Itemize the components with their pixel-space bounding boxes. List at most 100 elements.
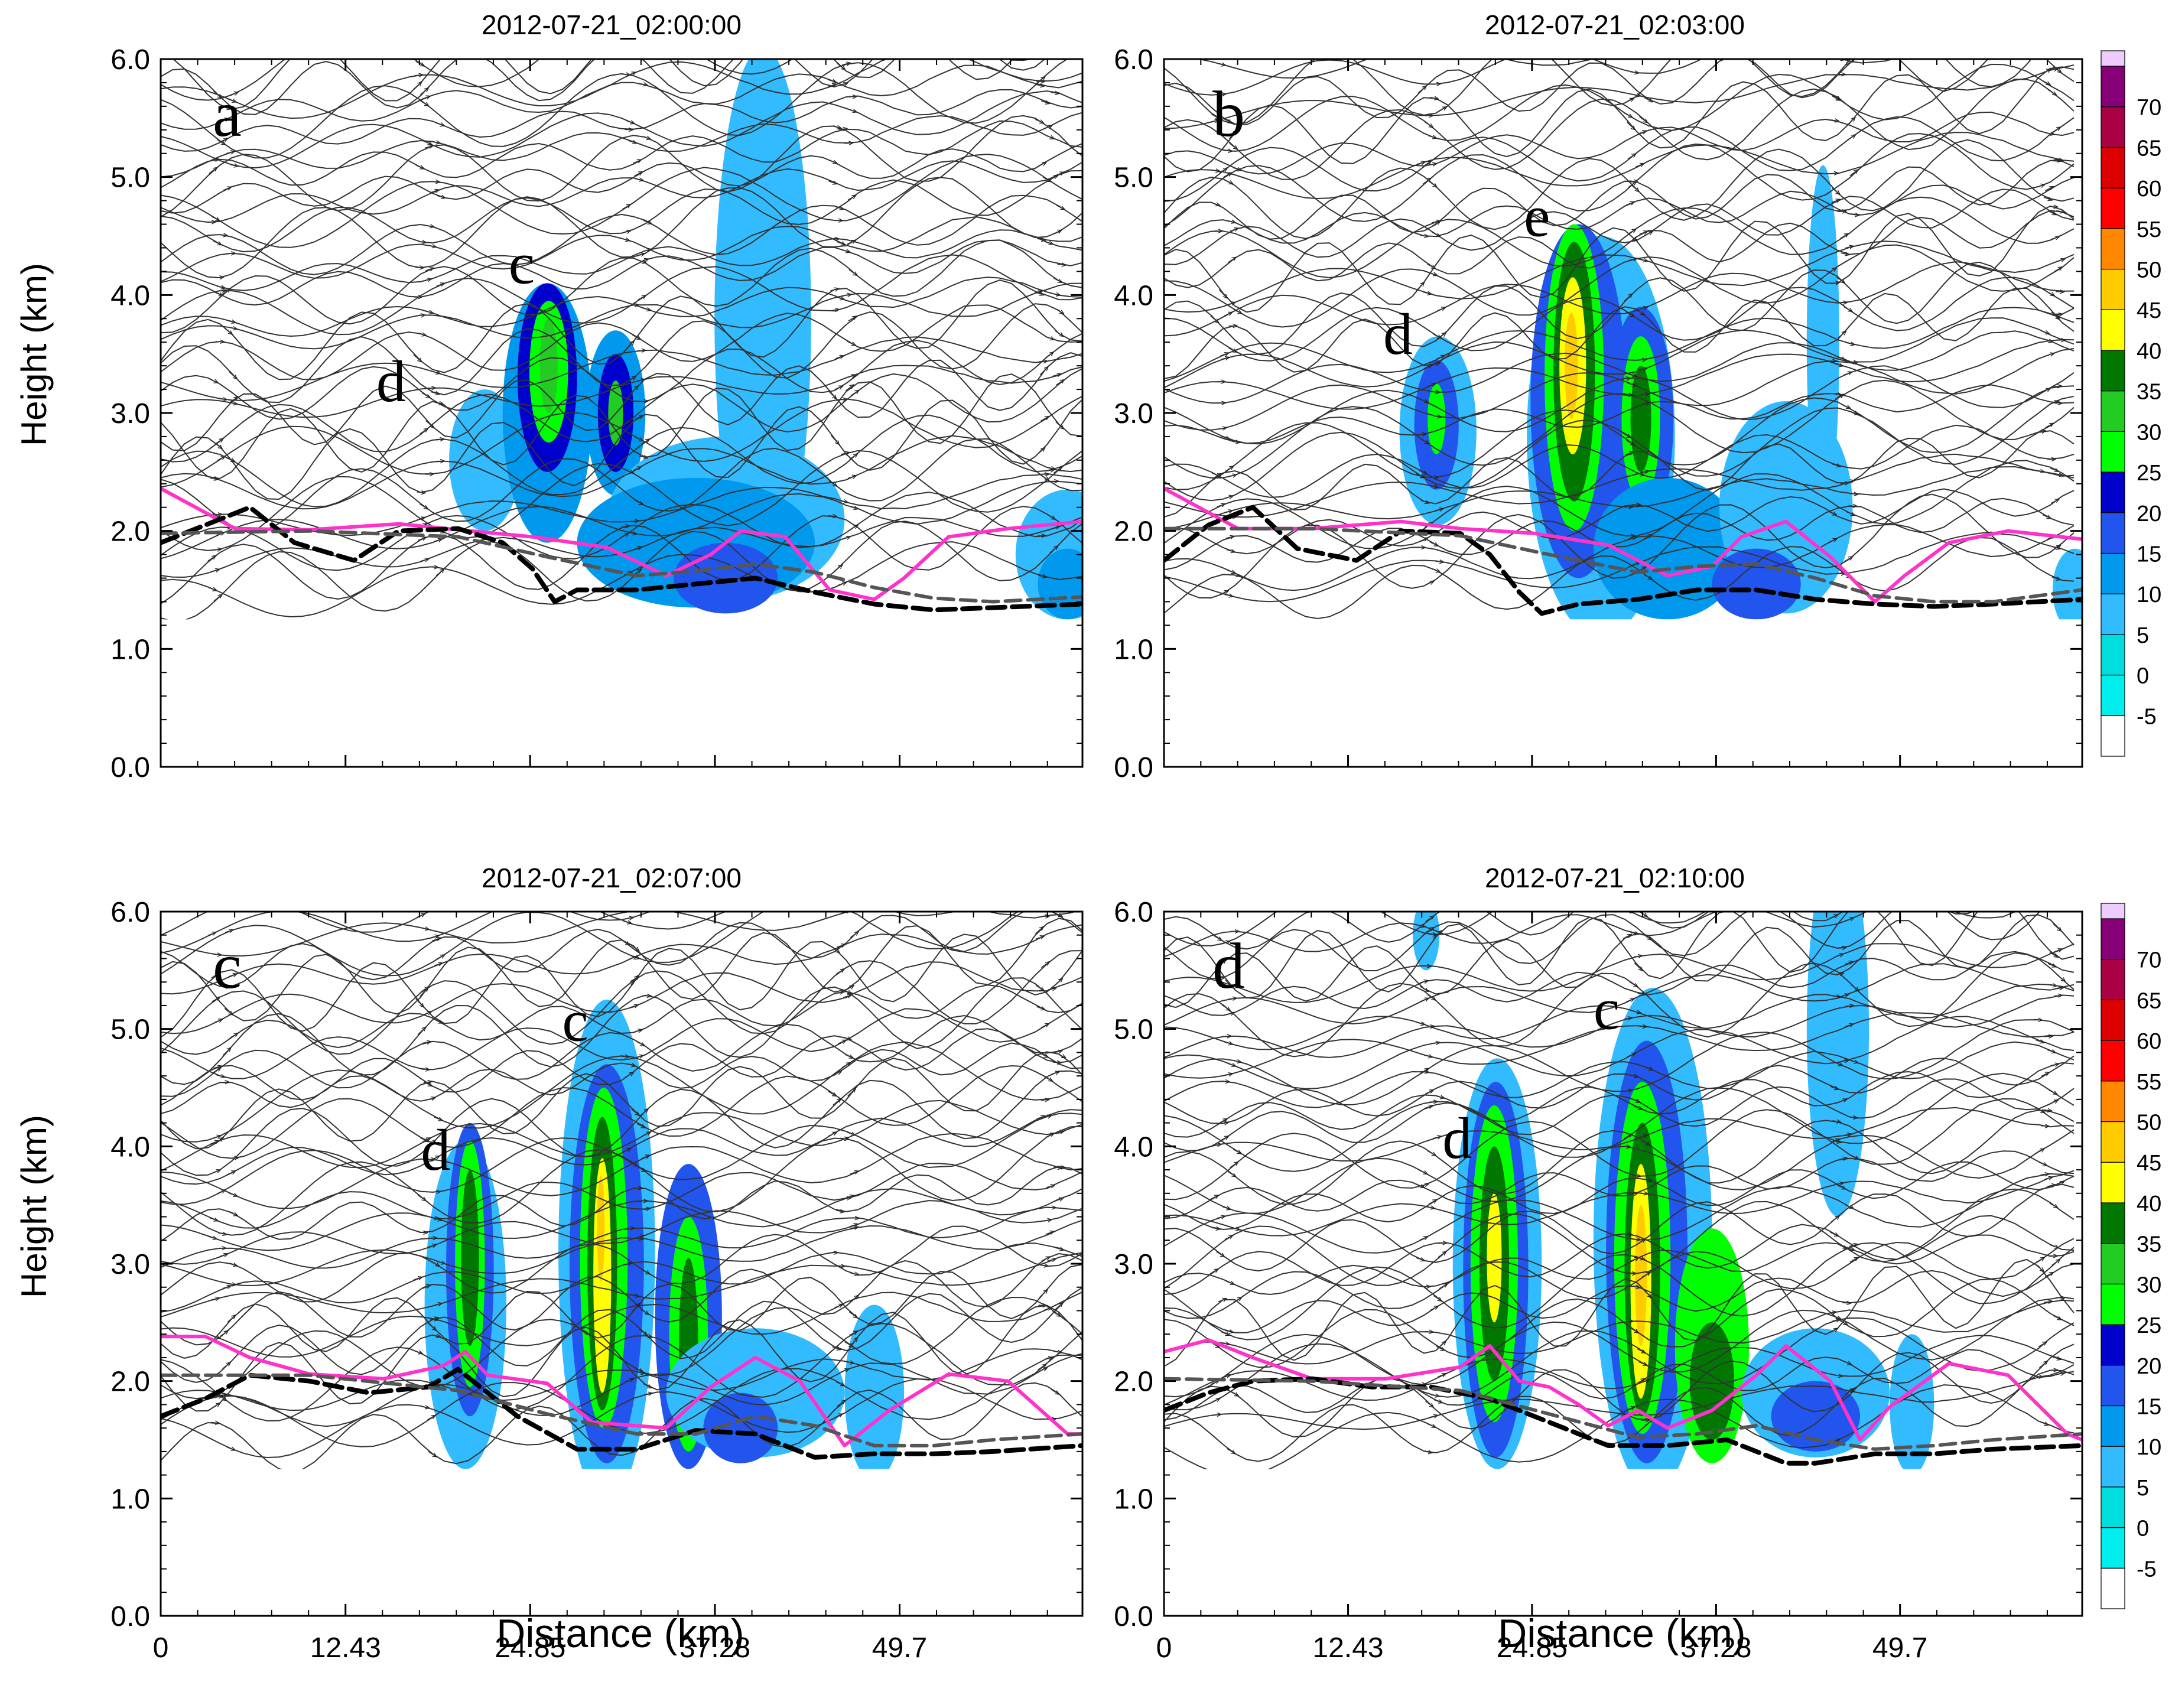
reflectivity-contour	[1413, 912, 1440, 971]
streamline	[161, 1133, 1082, 1209]
streamline-arrow	[845, 986, 853, 991]
panel-b-letter: b	[1212, 78, 1245, 150]
streamline-arrow	[1641, 1273, 1649, 1278]
streamline-arrow	[838, 583, 846, 585]
streamline-arrow	[1416, 925, 1424, 926]
streamline	[1164, 1062, 2075, 1138]
streamline-arrow	[1426, 1026, 1433, 1027]
streamline	[161, 1188, 1082, 1251]
streamline	[161, 154, 1082, 248]
colorbar-label: 65	[2137, 136, 2161, 161]
reflectivity-cell	[449, 389, 521, 531]
streamline-arrow	[420, 100, 428, 106]
colorbar-segment	[2101, 147, 2125, 188]
storm-label-d: d	[1442, 1105, 1472, 1171]
colorbar-label: 45	[2137, 298, 2161, 323]
streamline-arrow	[1844, 557, 1852, 562]
streamline-arrow	[2036, 185, 2044, 187]
streamline-arrow	[625, 1379, 632, 1381]
streamline-arrow	[216, 457, 224, 461]
reflectivity-contour	[461, 1170, 479, 1346]
x-tick-label: 37.28	[1680, 1632, 1751, 1664]
streamline-arrow	[229, 1192, 236, 1196]
streamline-arrow	[425, 268, 433, 271]
streamline-arrow	[641, 1156, 649, 1159]
streamline-arrow	[1424, 1106, 1432, 1108]
y-tick-label: 2.0	[1114, 1367, 1153, 1398]
streamline-arrow	[843, 989, 850, 993]
streamline-arrow	[1624, 1321, 1632, 1322]
streamline-arrow	[1638, 1026, 1646, 1027]
streamline-arrow	[436, 284, 443, 287]
streamline-arrow	[1055, 380, 1063, 386]
streamline	[161, 59, 1014, 115]
streamline-arrow	[848, 109, 856, 112]
streamline-arrow	[1644, 1420, 1652, 1426]
streamline-arrow	[636, 1123, 644, 1127]
colorbar-label: 35	[2137, 380, 2161, 405]
streamline	[1164, 994, 2075, 1059]
streamline-arrow	[1624, 295, 1631, 302]
streamline-arrow	[2056, 1182, 2063, 1186]
streamline-arrow	[2053, 268, 2061, 272]
streamline-arrow	[1221, 1343, 1228, 1344]
streamline-arrow	[208, 588, 216, 590]
streamline	[161, 1225, 1082, 1303]
streamline	[1164, 1019, 2075, 1105]
streamline-arrow	[1641, 1140, 1649, 1145]
streamline-arrow	[1041, 1257, 1049, 1262]
streamline	[1164, 395, 2075, 502]
streamline-arrow	[1429, 1416, 1436, 1417]
streamline-arrow	[228, 402, 236, 404]
streamline-arrow	[2054, 988, 2062, 989]
streamline-arrow	[222, 1286, 230, 1289]
streamline	[161, 177, 1082, 279]
streamline-arrow	[1622, 1146, 1629, 1147]
streamline	[1164, 1299, 2075, 1365]
streamline-arrow	[1230, 229, 1237, 232]
streamline-arrow	[213, 595, 221, 601]
colorbar-label: 55	[2137, 1070, 2161, 1095]
streamline-arrow	[1832, 1315, 1840, 1319]
y-tick-label: 4.0	[1114, 1131, 1153, 1163]
streamline-arrow	[1225, 980, 1233, 987]
streamline-arrow	[215, 277, 222, 278]
streamline-arrow	[207, 556, 215, 562]
streamline	[161, 924, 1082, 995]
streamline-arrow	[1222, 1206, 1230, 1209]
streamline-arrow	[1035, 928, 1042, 935]
gray-dash-line	[1164, 526, 2082, 604]
colorbar-label: 25	[2137, 1313, 2161, 1338]
streamline-arrow	[623, 921, 630, 923]
streamline	[1164, 379, 2075, 479]
streamline-arrow	[1830, 1216, 1838, 1222]
streamline-arrow	[636, 254, 643, 256]
streamline-arrow	[1838, 332, 1845, 339]
streamline-arrow	[1227, 1171, 1235, 1176]
gray-dash-line	[1164, 1377, 2082, 1451]
streamline-arrow	[2040, 331, 2048, 333]
streamline-arrow	[214, 1396, 221, 1397]
colorbar-label: 55	[2137, 217, 2161, 242]
streamline-arrow	[222, 107, 230, 109]
streamline-arrow	[1423, 1055, 1431, 1057]
streamline-arrow	[422, 279, 430, 281]
streamline-arrow	[1227, 1063, 1235, 1066]
streamline-arrow	[1828, 539, 1836, 543]
streamline-arrow	[1425, 1091, 1432, 1095]
streamline-arrow	[1835, 395, 1842, 399]
panel-c: 2012-07-21_02:07:00 0.0 1.0 2.0 3.0 4.0 5.0 6.…	[14, 863, 1084, 1664]
streamline-arrow	[1635, 473, 1643, 475]
y-tick-label: 3.0	[1114, 398, 1153, 430]
streamline-arrow	[2042, 514, 2050, 518]
colorbar-label: 5	[2137, 623, 2149, 648]
streamline-arrow	[1432, 221, 1439, 223]
streamline	[1164, 59, 1895, 96]
streamline-arrow	[1046, 514, 1054, 519]
streamline-arrow	[2050, 897, 2057, 902]
streamline-arrow	[640, 1309, 648, 1314]
streamline	[1164, 111, 2075, 175]
streamline-arrow	[1426, 1206, 1433, 1208]
streamline	[161, 506, 1082, 604]
streamline-arrow	[1829, 915, 1837, 919]
